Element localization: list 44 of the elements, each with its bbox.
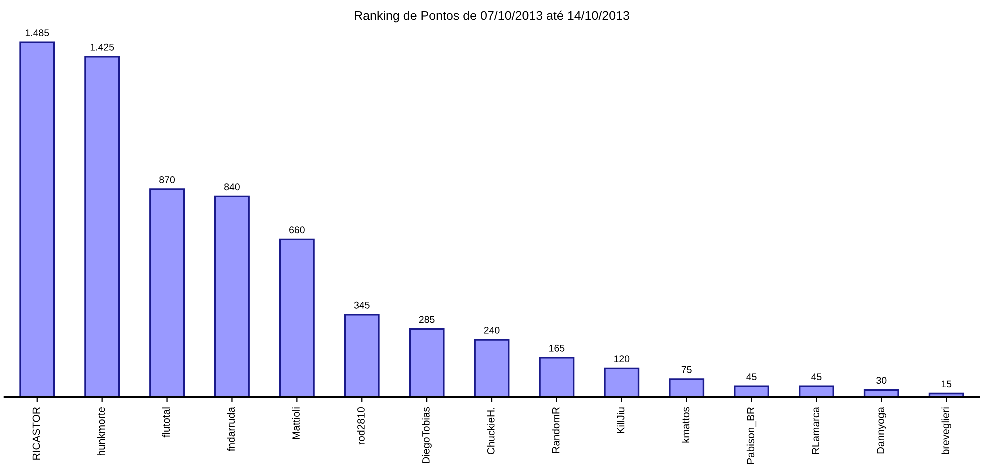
data-label: 120 (614, 356, 630, 363)
data-label: 1.485 (26, 30, 50, 36)
data-label: 240 (484, 327, 500, 334)
data-label: 1.425 (90, 44, 114, 51)
bar (604, 368, 640, 398)
x-tick-label: Dannyoga (877, 407, 887, 454)
x-tick-label: RICASTOR (32, 408, 40, 460)
x-tick-label: ChuckieH. (487, 408, 495, 455)
data-label: 840 (224, 184, 240, 191)
bar (669, 378, 705, 398)
data-label: 30 (876, 377, 887, 384)
bar (474, 339, 510, 398)
bar (799, 386, 834, 398)
x-tick-label: DiegoTobias (422, 407, 432, 464)
data-label: 45 (812, 374, 822, 380)
data-label: 75 (682, 366, 692, 374)
bar (20, 42, 56, 398)
x-tick-label: flutotal (162, 408, 170, 438)
data-label: 165 (550, 344, 565, 352)
data-label: 870 (160, 176, 176, 184)
bar (539, 357, 575, 398)
x-tick-label: kmattos (682, 407, 690, 443)
bar (214, 196, 250, 398)
bar (409, 328, 445, 398)
x-tick-label: Pabison_BR (746, 408, 757, 464)
data-label: 45 (746, 374, 757, 380)
data-label: 345 (354, 302, 370, 309)
x-tick-label: KillJiu (617, 408, 625, 434)
data-label: 660 (290, 226, 305, 234)
x-tick-label: hunkmorte (97, 408, 106, 456)
x-tick-label: RandomR (552, 408, 560, 454)
x-tick-label: rod2810 (357, 407, 365, 445)
chart-title: Ranking de Pontos de 07/10/2013 até 14/10/2013 (355, 10, 630, 23)
bar (150, 188, 185, 398)
x-tick-label: RLamarca (812, 407, 820, 454)
x-tick-label: Mattioli (292, 408, 300, 440)
bar (344, 314, 380, 398)
bar (84, 56, 120, 398)
x-tick-label: fndarruda (227, 407, 236, 452)
data-label: 285 (419, 316, 435, 324)
x-tick-label: breveglieri (942, 408, 952, 454)
bar (734, 386, 770, 398)
data-label: 15 (942, 380, 952, 388)
bar (279, 238, 315, 398)
